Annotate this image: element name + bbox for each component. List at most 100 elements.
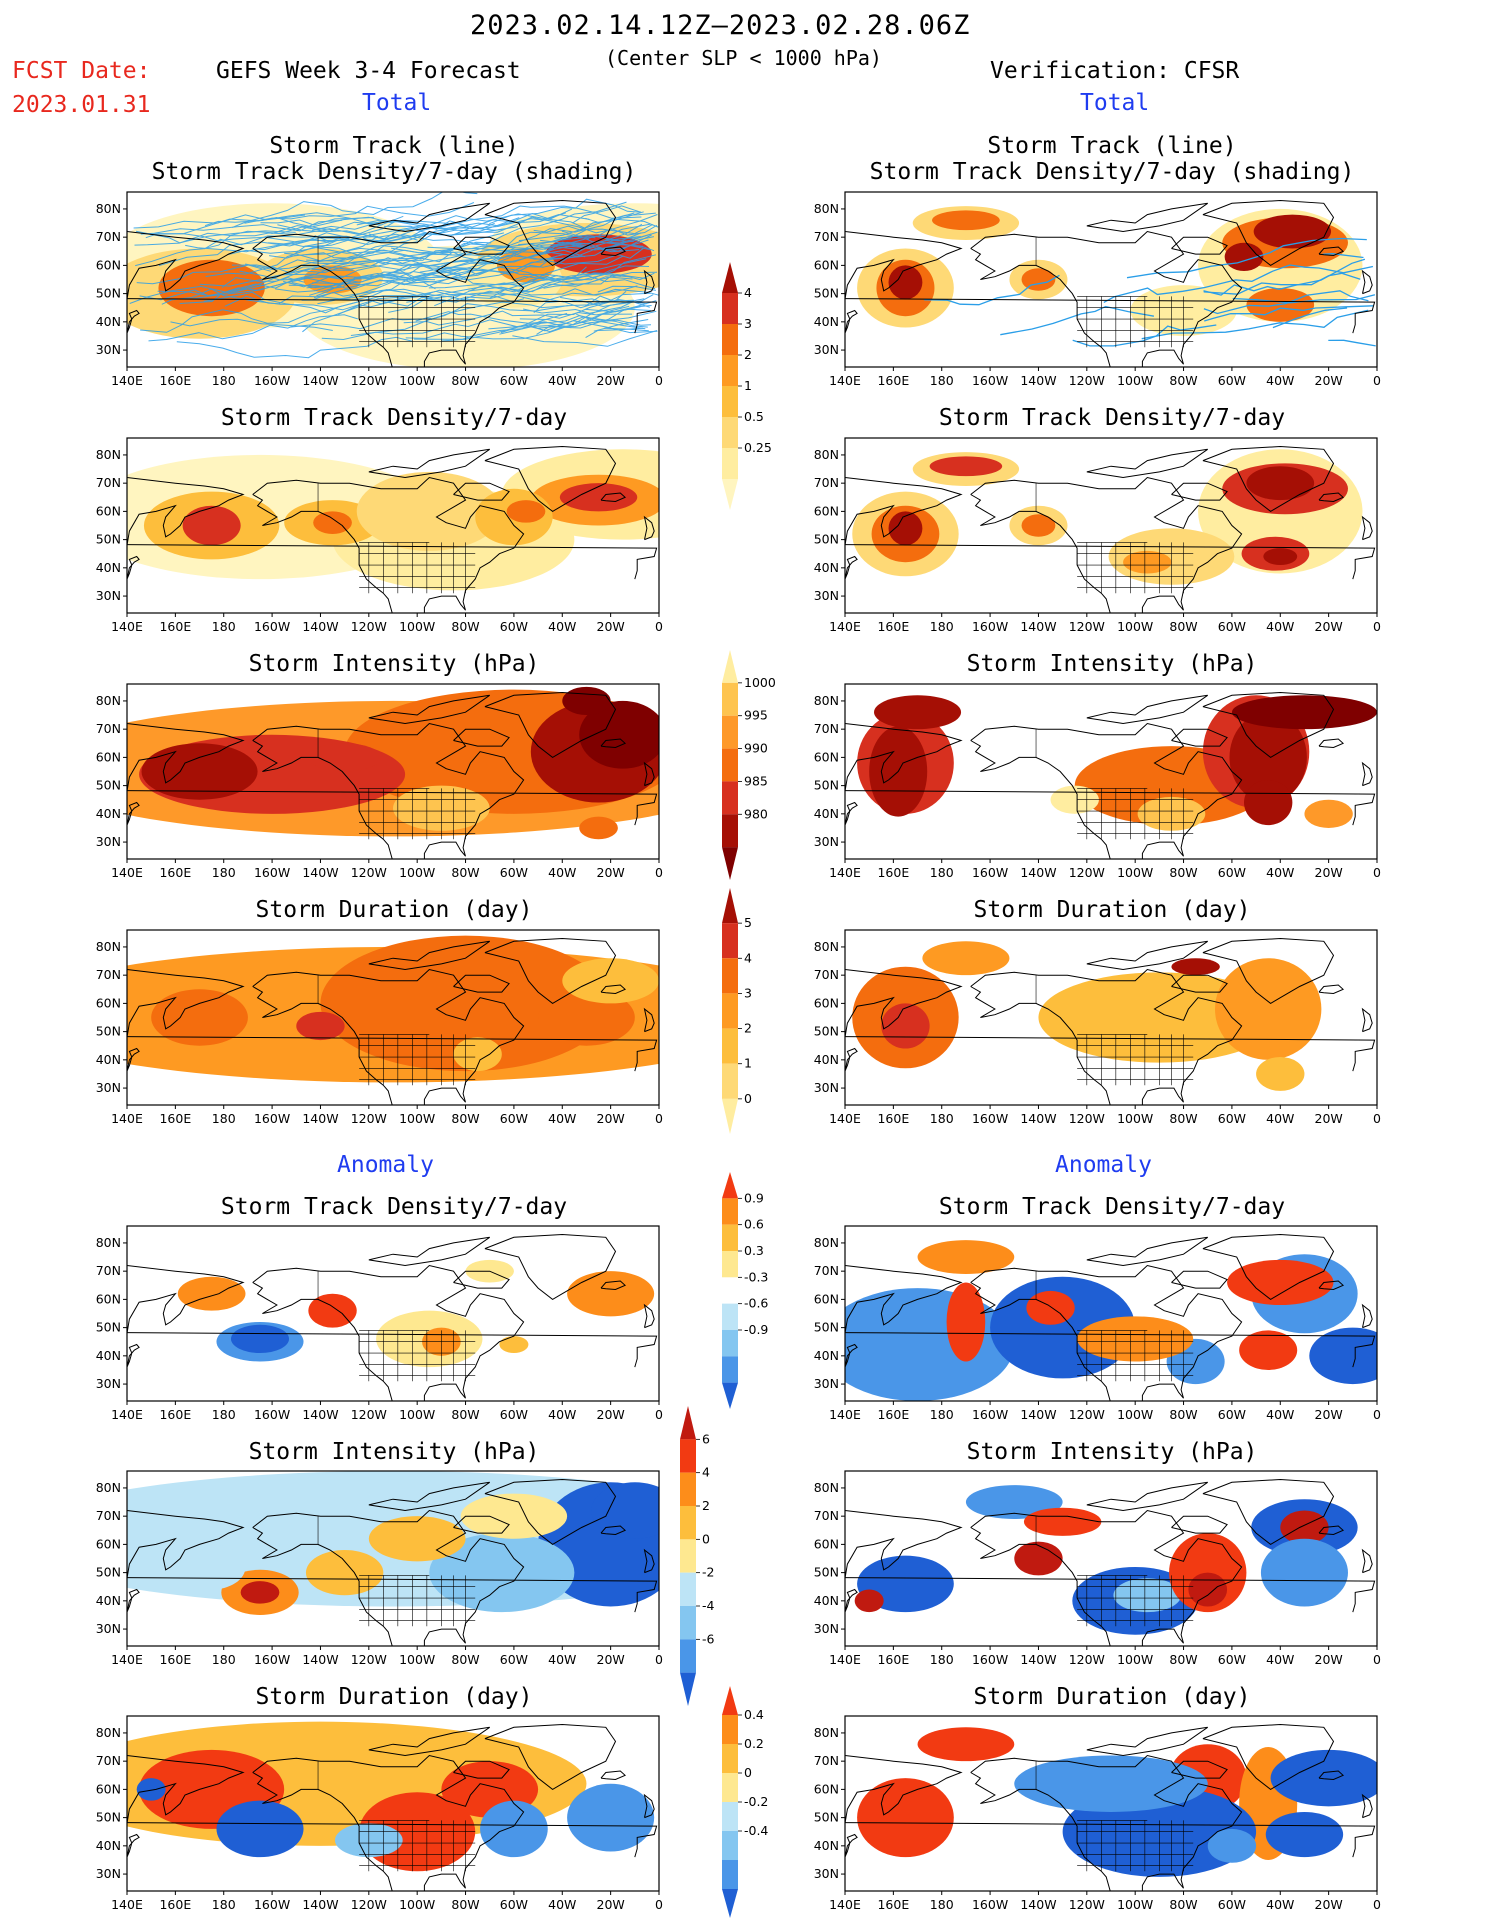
coastline (127, 1721, 245, 1824)
lon-label: 0 (1373, 373, 1381, 388)
lat-label: 60N (814, 1781, 839, 1796)
colorbar-anom_density: 0.9 0.6 0.3 -0.3 -0.6 -0.9 (722, 1172, 768, 1409)
lon-label: 160W (254, 1407, 290, 1422)
lat-label: 70N (814, 721, 839, 736)
colorbar-swatch (722, 386, 738, 417)
lon-label: 120W (351, 1897, 387, 1912)
date-range-title: 2023.02.14.12Z–2023.02.28.06Z (470, 10, 971, 41)
panel-title-gefs-anom-density: Storm Track Density/7-day (220, 1194, 568, 1220)
field-blob (567, 1783, 655, 1852)
coastline (845, 1721, 963, 1824)
colorbar-label: 980 (744, 806, 768, 821)
lon-label: 60W (1218, 1111, 1246, 1126)
storm-track (519, 258, 647, 287)
colorbar-swatch (722, 262, 738, 293)
lat-label: 40N (96, 1348, 121, 1363)
colorbar-swatch (722, 1802, 738, 1831)
coastline (127, 935, 245, 1038)
storm-track (275, 269, 493, 293)
field-blob (158, 259, 265, 317)
lat-label: 80N (814, 1725, 839, 1740)
lon-label: 120W (351, 865, 387, 880)
colorbar-swatch (680, 1672, 696, 1706)
coastlines (127, 689, 658, 859)
colorbar-label: 0 (744, 1091, 752, 1106)
colorbar-swatch (680, 1606, 696, 1640)
lon-label: 60W (1218, 619, 1246, 634)
colorbar-label: 3 (744, 316, 752, 331)
coastline (643, 515, 655, 541)
lat-label: 70N (96, 1263, 121, 1278)
state-borders (317, 483, 476, 594)
lat-label: 30N (96, 1080, 121, 1095)
coastline (453, 1760, 510, 1779)
lat-label: 40N (96, 1593, 121, 1608)
lon-label: 120W (1069, 865, 1105, 880)
lon-label: 160E (159, 1111, 191, 1126)
lat-label: 70N (814, 475, 839, 490)
coastline (1086, 1236, 1208, 1267)
field-blob (151, 989, 248, 1046)
coastline (845, 544, 1376, 580)
lat-label: 30N (814, 588, 839, 603)
colorbar-swatch (722, 1303, 738, 1330)
state-borders (1035, 1271, 1194, 1382)
lon-label: 0 (1373, 1111, 1381, 1126)
colorbar-swatch (722, 1330, 738, 1357)
lon-label: 100W (399, 1897, 435, 1912)
storm-track (607, 236, 655, 244)
lat-label: 60N (814, 503, 839, 518)
lon-label: 160W (254, 373, 290, 388)
lon-label: 120W (1069, 373, 1105, 388)
lat-label: 40N (814, 1838, 839, 1853)
lon-label: 120W (1069, 619, 1105, 634)
storm-track-lines (924, 237, 1376, 347)
coastlines (845, 689, 1376, 859)
storm-track (500, 298, 647, 334)
coastline (484, 937, 617, 1005)
lon-label: 140W (302, 1652, 338, 1667)
lat-label: 50N (814, 1565, 839, 1580)
coastline (1361, 1007, 1373, 1033)
field-blob (136, 1778, 166, 1801)
storm-track (519, 305, 630, 326)
coastline (127, 1588, 140, 1613)
lat-label: 30N (814, 1866, 839, 1881)
field-blob (1309, 1327, 1377, 1385)
map-panel-gefs-dur: 80N 70N 60N 50N 40N 30N 140E 160E 180 160W 140W 120… (96, 929, 663, 1126)
field-blob (845, 1288, 1015, 1401)
colorbar-swatch (722, 417, 738, 448)
state-borders (1035, 483, 1194, 594)
coastline (1202, 445, 1335, 513)
storm-track (135, 215, 404, 267)
storm-track (356, 205, 642, 228)
coastline (453, 1515, 510, 1534)
storm-track (1103, 264, 1374, 303)
coastline (127, 1036, 658, 1072)
lat-label: 60N (814, 1291, 839, 1306)
state-borders (317, 1761, 476, 1872)
coastline (1171, 482, 1228, 501)
colorbar-label: 0.3 (744, 1243, 764, 1258)
coastline (1361, 761, 1373, 787)
storm-track (512, 330, 658, 347)
storm-track (1203, 290, 1369, 315)
lon-label: 0 (655, 1407, 663, 1422)
lat-label: 50N (814, 778, 839, 793)
colorbar-swatch (680, 1506, 696, 1540)
coastline (127, 1476, 245, 1579)
lat-label: 30N (96, 834, 121, 849)
storm-track (136, 264, 272, 285)
coastline (1318, 246, 1345, 257)
field-blob (230, 1324, 290, 1354)
colorbar-label: 0.9 (744, 1190, 764, 1205)
colorbar-label: 985 (744, 773, 768, 788)
field-blob (1244, 779, 1293, 826)
colorbar-label: 2 (702, 1498, 710, 1513)
lon-label: 80W (1169, 1652, 1197, 1667)
lon-label: 160E (877, 1407, 909, 1422)
lat-label: 60N (96, 503, 121, 518)
storm-track (149, 233, 342, 243)
lon-label: 0 (1373, 1407, 1381, 1422)
lon-label: 140E (111, 865, 143, 880)
